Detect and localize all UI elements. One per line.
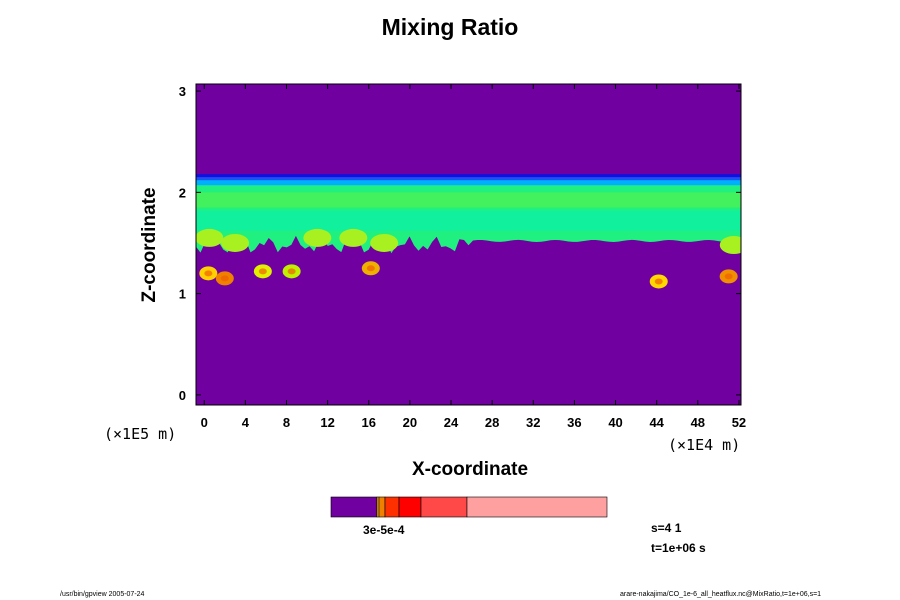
x-tick-label: 52 xyxy=(732,415,746,430)
y-axis-label: Z-coordinate xyxy=(139,187,160,303)
plume-cap xyxy=(303,228,332,247)
plume-core xyxy=(366,265,375,272)
colorbar-segment xyxy=(330,496,378,518)
x-tick-label: 28 xyxy=(485,415,499,430)
plume-cap xyxy=(339,228,368,247)
x-tick-label: 36 xyxy=(567,415,581,430)
plume-cap xyxy=(370,233,399,252)
x-tick-label: 12 xyxy=(320,415,334,430)
x-tick-label: 24 xyxy=(444,415,459,430)
x-multiplier: (×1E4 m) xyxy=(668,436,741,454)
plume-cap xyxy=(196,228,224,247)
y-tick-label: 3 xyxy=(179,84,186,99)
x-tick-label: 20 xyxy=(403,415,417,430)
x-tick-label: 8 xyxy=(283,415,290,430)
plot-frame xyxy=(195,83,742,406)
x-tick-label: 16 xyxy=(362,415,376,430)
info-t: t=1e+06 s xyxy=(651,541,706,555)
mixing-band-middle xyxy=(196,210,741,231)
x-tick-label: 44 xyxy=(649,415,664,430)
colorbar-segment xyxy=(466,496,608,518)
colorbar xyxy=(330,496,608,518)
footer-left: /usr/bin/gpview 2005-07-24 xyxy=(60,591,145,598)
x-tick-label: 40 xyxy=(608,415,622,430)
field-layer xyxy=(196,84,741,405)
plume-core xyxy=(287,268,296,275)
y-tick-label: 0 xyxy=(179,388,186,403)
y-multiplier: (×1E5 m) xyxy=(104,425,177,443)
colorbar-segment xyxy=(378,496,386,518)
plume-core xyxy=(258,268,267,275)
mixing-band-cyan xyxy=(196,179,741,186)
x-axis-label: X-coordinate xyxy=(411,459,529,480)
plume-core xyxy=(204,270,213,277)
plume-cap xyxy=(719,236,741,255)
y-tick-label: 2 xyxy=(179,185,186,200)
colorbar-segment xyxy=(398,496,422,518)
mixing-band-upper xyxy=(196,192,741,208)
info-s: s=4 1 xyxy=(651,521,682,535)
colorbar-segment xyxy=(420,496,468,518)
x-tick-label: 4 xyxy=(242,415,250,430)
chart-title: Mixing Ratio xyxy=(381,14,519,40)
y-tick-label: 1 xyxy=(179,287,186,302)
plume-cap xyxy=(221,233,250,252)
x-tick-label: 48 xyxy=(691,415,705,430)
colorbar-label: 3e-5e-4 xyxy=(363,523,405,537)
footer-right: arare-nakajima/CO_1e-6_all_heatflux.nc@M… xyxy=(620,591,822,598)
x-tick-label: 32 xyxy=(526,415,540,430)
mixing-band-blue xyxy=(196,176,741,181)
plume-core xyxy=(724,273,733,280)
colorbar-segment xyxy=(384,496,400,518)
upper-edge-band xyxy=(196,174,741,178)
plume-core xyxy=(654,278,663,285)
x-tick-label: 0 xyxy=(201,415,208,430)
plume-core xyxy=(220,275,229,282)
